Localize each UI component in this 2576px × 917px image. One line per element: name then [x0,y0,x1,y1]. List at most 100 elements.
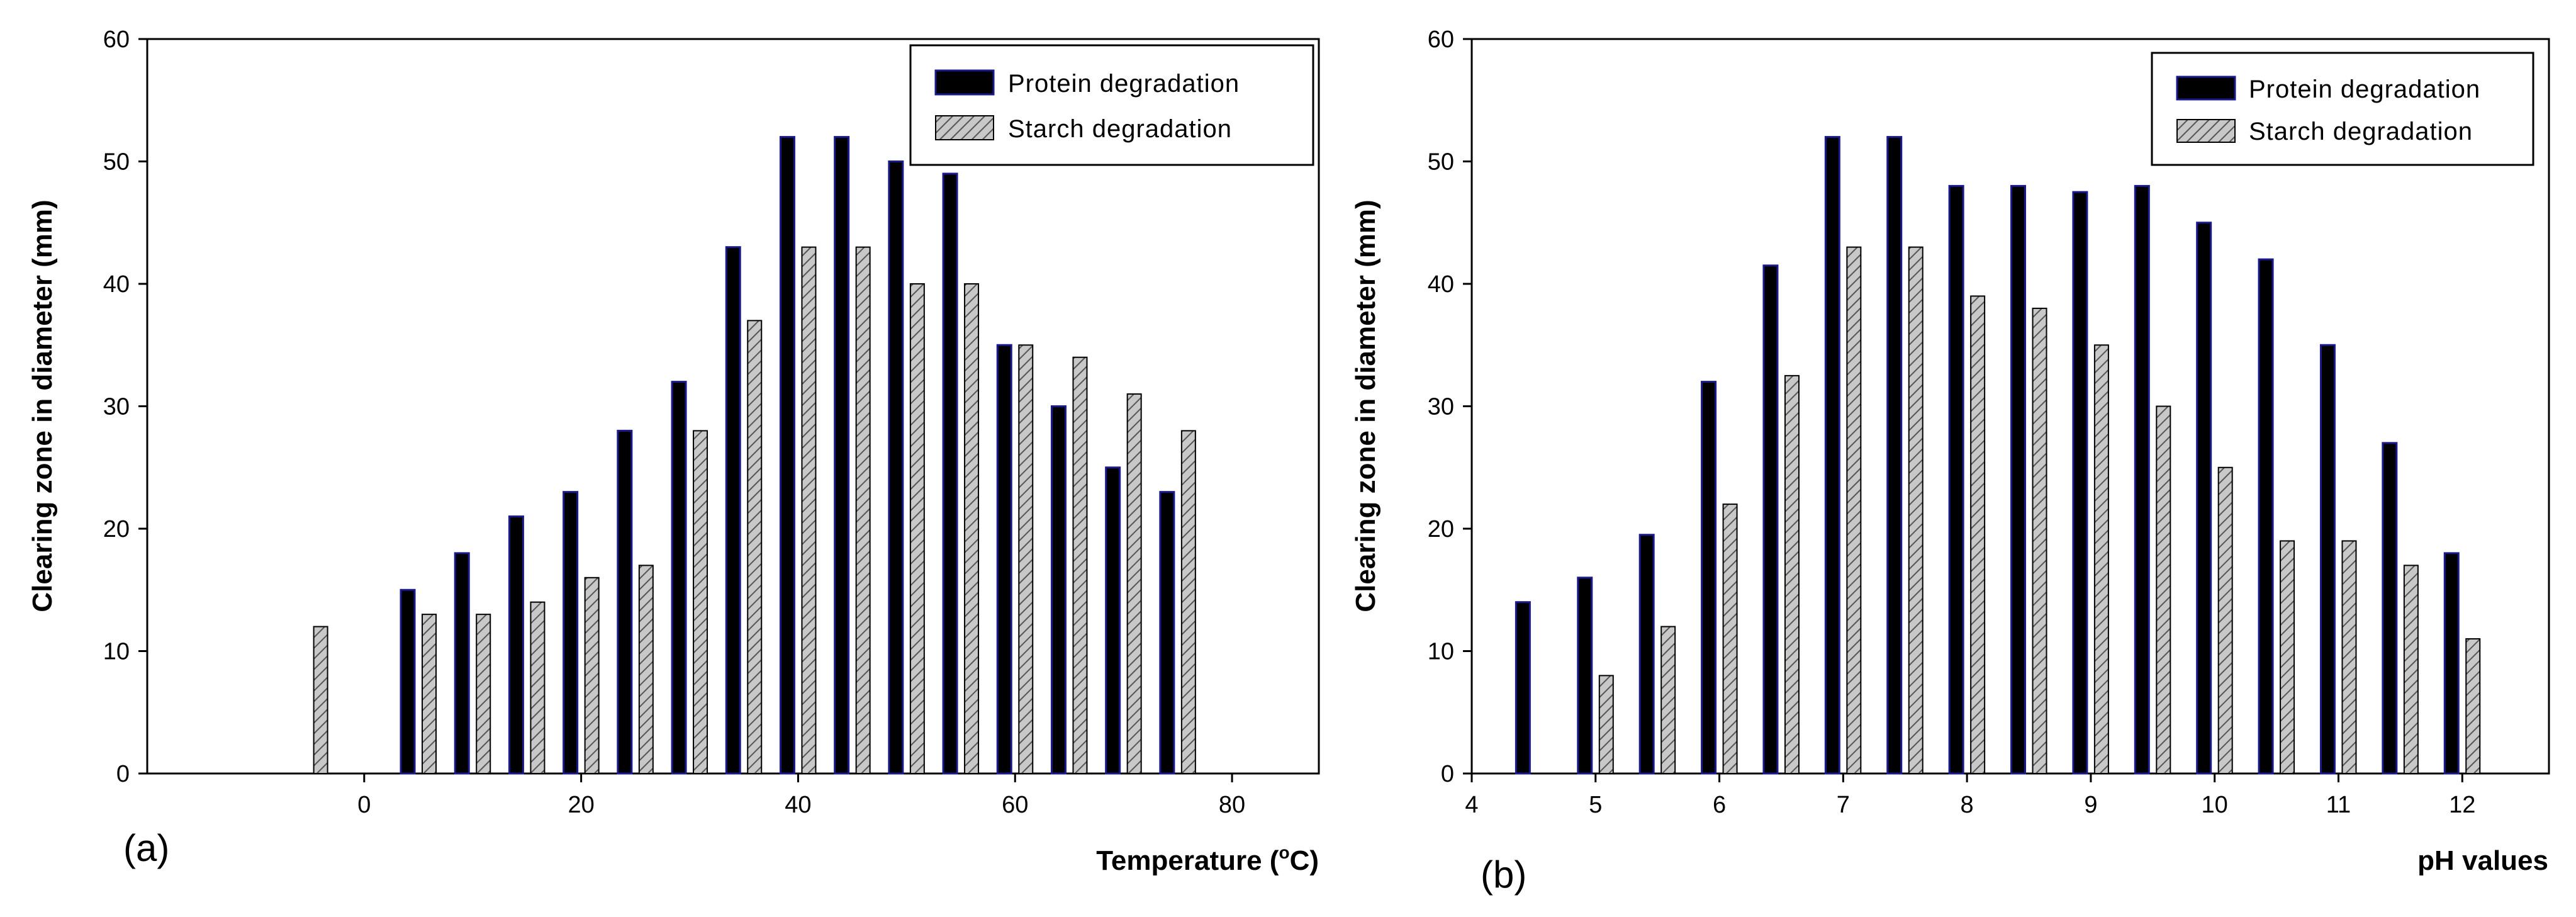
chart-a-x-axis-title-degree: o [1279,843,1289,862]
starch-bar [1722,504,1738,774]
chart-a-x-tick-label: 20 [568,792,594,818]
starch-bar [1126,393,1142,774]
chart-b: 0 10 20 30 40 50 60 4 5 6 7 8 9 10 11 12 Clearing zone … [1350,26,2550,896]
protein-bar [2072,191,2088,775]
starch-bar [747,320,763,775]
chart-a-y-tick-label: 60 [103,26,130,53]
chart-b-legend-frame [2151,52,2534,166]
starch-bar [693,430,708,774]
starch-bar [638,565,654,774]
chart-b-x-tick-label: 8 [1961,792,1974,818]
chart-b-legend-label-starch: Starch degradation [2249,118,2473,145]
protein-bar [1762,264,1779,775]
chart-b-legend-swatch-protein [2176,76,2236,101]
protein-bar [563,491,579,775]
chart-b-x-tick-label: 11 [2326,792,2351,818]
protein-bar [834,136,850,775]
starch-bar [2465,638,2481,774]
chart-b-x-tick-label: 5 [1589,792,1602,818]
starch-bar [1908,246,1924,774]
chart-b-y-tick-label: 10 [1428,639,1454,665]
starch-bar [2280,540,2295,774]
protein-bar [671,381,687,775]
chart-a-legend-swatch-starch [935,115,994,140]
chart-a-x-tick-label: 80 [1219,792,1245,818]
chart-a-x-axis-title-main: Temperature ( [1096,845,1279,876]
chart-b-x-tick-label: 4 [1465,792,1478,818]
chart-a-bars [313,136,1196,775]
chart-b-y-tick-label: 20 [1428,516,1454,543]
protein-bar [1105,466,1121,775]
chart-b-legend-label-protein: Protein degradation [2249,76,2480,103]
protein-bar [1948,184,1964,775]
protein-bar [779,136,795,775]
protein-bar [2134,184,2150,775]
starch-bar [855,246,871,774]
protein-bar [508,515,524,775]
protein-bar [1050,405,1067,775]
starch-bar [530,601,546,774]
starch-bar [1072,356,1088,774]
protein-bar [996,344,1012,775]
starch-bar [2032,307,2047,774]
chart-a-x-tick-label: 0 [357,792,371,818]
starch-bar [476,614,491,775]
chart-b-y-axis-title: Clearing zone in diameter (mm) [1350,200,1381,612]
chart-a-legend-frame [909,44,1314,166]
starch-bar [2217,466,2233,774]
chart-a-tick-labels: 0 10 20 30 40 50 60 0 20 40 60 80 [103,26,1245,818]
starch-bar [2403,565,2419,774]
chart-a-legend: Protein degradation Starch degradation [909,44,1314,166]
chart-b-y-tick-label: 0 [1441,761,1454,787]
chart-a-y-tick-label: 50 [103,149,130,176]
protein-bar [942,172,958,775]
starch-bar [1018,344,1034,774]
starch-bar [2156,405,2171,774]
chart-b-legend: Protein degradation Starch degradation [2151,52,2534,166]
chart-b-y-tick-label: 30 [1428,394,1454,420]
chart-a-legend-label-starch: Starch degradation [1008,115,1232,143]
starch-bar [1846,246,1862,774]
chart-a-panel-label: (a) [123,827,169,869]
starch-bar [964,283,980,774]
chart-b-x-axis-title: pH values [2417,845,2548,876]
chart-a-y-tick-label: 20 [103,516,130,543]
protein-bar [2319,344,2336,775]
chart-b-bars [1515,136,2481,775]
starch-bar [422,614,437,775]
protein-bar [2010,184,2027,775]
chart-a-y-axis-title: Clearing zone in diameter (mm) [27,200,58,612]
protein-bar [2258,258,2274,775]
chart-a: 0 10 20 30 40 50 60 0 20 40 60 80 Clearing zone in … [27,26,1320,876]
starch-bar [584,577,600,774]
starch-bar [801,246,817,774]
chart-b-legend-swatch-starch [2176,119,2236,143]
chart-b-y-tick-label: 50 [1428,149,1454,176]
chart-b-x-tick-label: 6 [1713,792,1726,818]
starch-bar [1598,675,1614,775]
protein-bar [1638,534,1655,775]
chart-a-x-tick-label: 60 [1002,792,1028,818]
protein-bar [2196,222,2212,775]
protein-bar [888,160,904,775]
chart-b-tick-labels: 0 10 20 30 40 50 60 4 5 6 7 8 9 10 11 12 [1428,26,2476,818]
starch-bar [1180,430,1196,774]
protein-bar [2443,552,2460,775]
protein-bar [617,429,633,775]
chart-a-y-tick-label: 30 [103,394,130,420]
protein-bar [1886,136,1903,775]
protein-bar [1701,381,1717,775]
chart-b-y-tick-label: 60 [1428,26,1454,53]
chart-a-y-tick-label: 10 [103,639,130,665]
chart-b-x-tick-label: 12 [2449,792,2475,818]
chart-a-ticks [138,38,1233,782]
protein-bar [454,552,470,775]
chart-b-x-tick-label: 10 [2202,792,2228,818]
protein-bar [1159,491,1175,775]
protein-bar [1577,577,1593,775]
chart-b-panel-label: (b) [1481,853,1526,896]
protein-bar [1515,601,1531,775]
chart-b-y-tick-label: 40 [1428,271,1454,298]
